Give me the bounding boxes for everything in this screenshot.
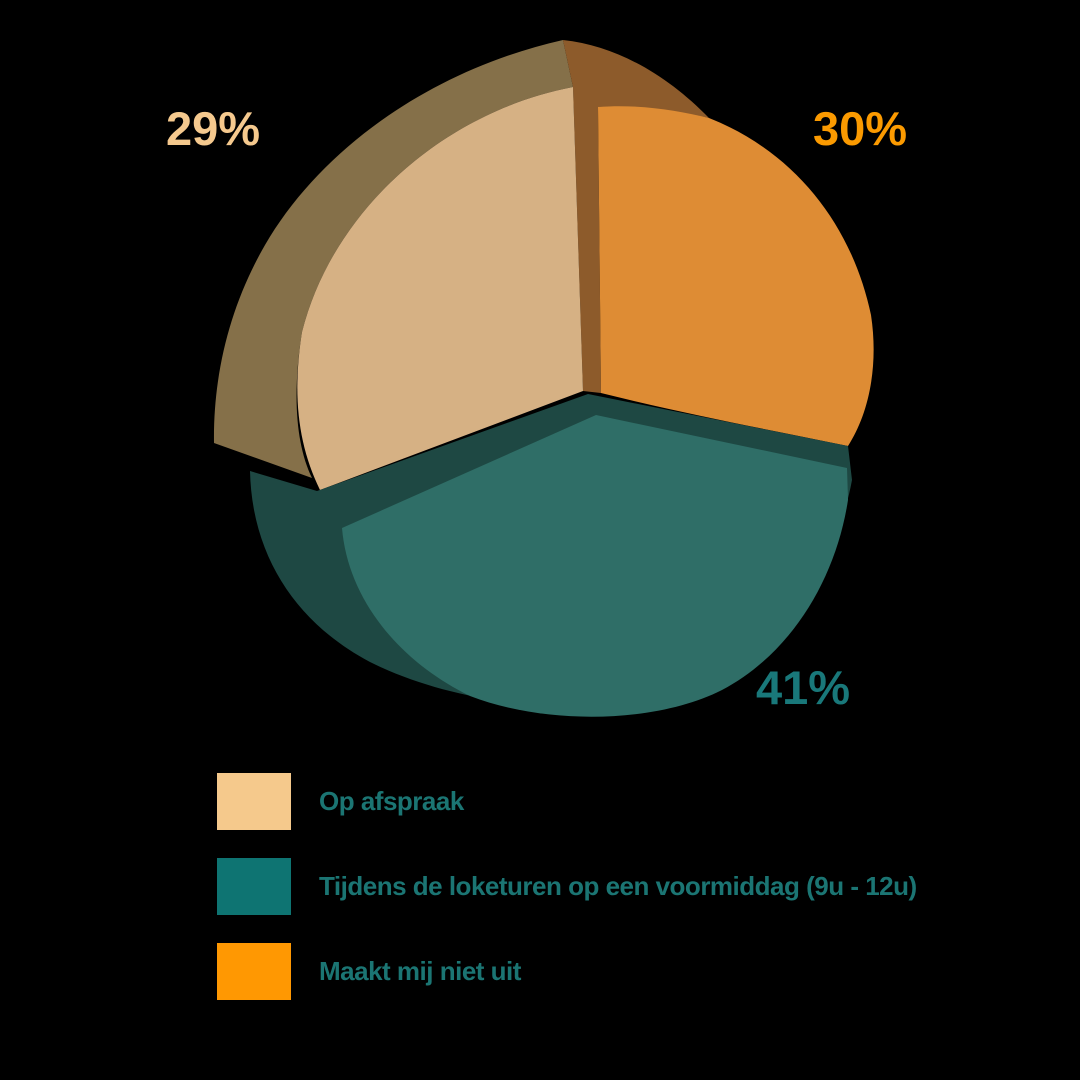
pie-slice-maakt-mij-niet-uit-face: [598, 106, 874, 446]
legend-label-tijdens: Tijdens de loketuren op een voormiddag (…: [319, 871, 917, 901]
pct-label-tijdens: 41%: [756, 661, 851, 714]
legend-label-maakt-mij-niet-uit: Maakt mij niet uit: [319, 956, 521, 986]
legend: Op afspraak Tijdens de loketuren op een …: [217, 773, 917, 1028]
pie-slice-tijdens-face: [342, 415, 848, 717]
legend-item-tijdens: Tijdens de loketuren op een voormiddag (…: [217, 858, 917, 915]
pie-slice-op-afspraak-side: [213, 40, 573, 478]
legend-swatch-maakt-mij-niet-uit: [217, 943, 291, 1000]
pct-label-maakt-mij-niet-uit: 30%: [813, 102, 908, 155]
pct-label-op-afspraak: 29%: [166, 102, 261, 155]
legend-label-op-afspraak: Op afspraak: [319, 786, 464, 816]
pie-slice-maakt-mij-niet-uit-side: [563, 40, 709, 393]
legend-swatch-op-afspraak: [217, 773, 291, 830]
legend-item-op-afspraak: Op afspraak: [217, 773, 917, 830]
legend-swatch-tijdens: [217, 858, 291, 915]
legend-item-maakt-mij-niet-uit: Maakt mij niet uit: [217, 943, 917, 1000]
pie-slice-op-afspraak-face: [297, 87, 583, 490]
